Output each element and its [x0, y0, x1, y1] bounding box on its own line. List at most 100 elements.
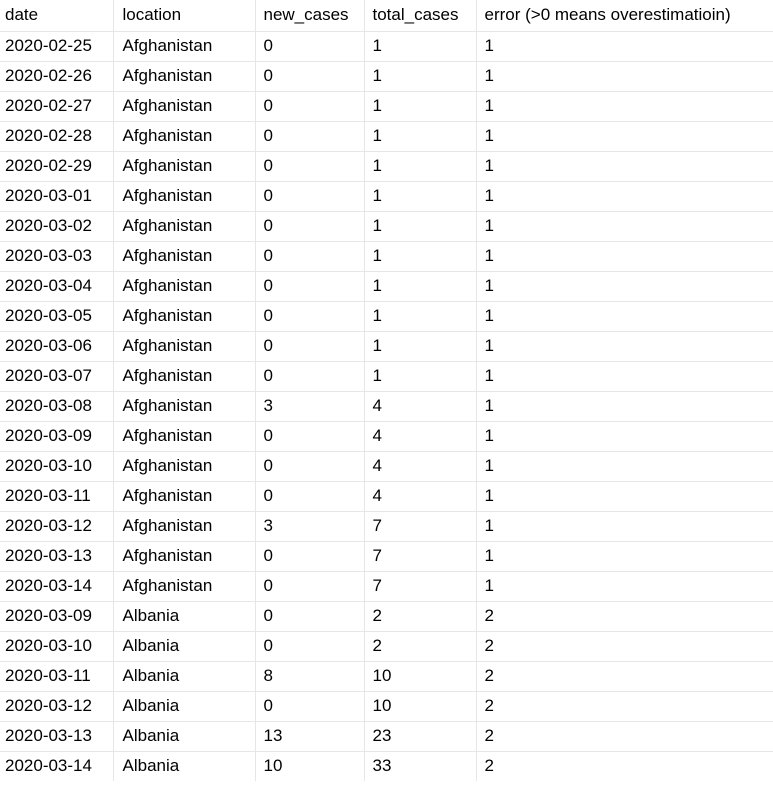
table-row[interactable]: 2020-03-11 Afghanistan 0 4 1: [0, 481, 773, 512]
cell-date[interactable]: 2020-03-14: [0, 751, 114, 781]
column-header-location[interactable]: location: [113, 0, 256, 32]
cell-date[interactable]: 2020-03-04: [0, 271, 114, 302]
cell-total-cases[interactable]: 1: [364, 151, 477, 182]
cell-location[interactable]: Afghanistan: [113, 541, 256, 572]
cell-new-cases[interactable]: 0: [255, 571, 365, 602]
cell-date[interactable]: 2020-03-14: [0, 571, 114, 602]
table-row[interactable]: 2020-03-09 Albania 0 2 2: [0, 601, 773, 632]
cell-date[interactable]: 2020-03-11: [0, 661, 114, 692]
cell-date[interactable]: 2020-03-01: [0, 181, 114, 212]
cell-error[interactable]: 2: [476, 601, 773, 632]
cell-date[interactable]: 2020-02-29: [0, 151, 114, 182]
cell-location[interactable]: Afghanistan: [113, 241, 256, 272]
cell-new-cases[interactable]: 3: [255, 391, 365, 422]
cell-location[interactable]: Afghanistan: [113, 211, 256, 242]
cell-new-cases[interactable]: 0: [255, 331, 365, 362]
cell-total-cases[interactable]: 1: [364, 181, 477, 212]
cell-date[interactable]: 2020-03-10: [0, 451, 114, 482]
cell-total-cases[interactable]: 4: [364, 481, 477, 512]
cell-total-cases[interactable]: 10: [364, 691, 477, 722]
cell-date[interactable]: 2020-03-11: [0, 481, 114, 512]
cell-date[interactable]: 2020-03-09: [0, 421, 114, 452]
cell-date[interactable]: 2020-03-08: [0, 391, 114, 422]
cell-location[interactable]: Afghanistan: [113, 61, 256, 92]
cell-total-cases[interactable]: 10: [364, 661, 477, 692]
cell-location[interactable]: Afghanistan: [113, 421, 256, 452]
cell-error[interactable]: 2: [476, 631, 773, 662]
cell-error[interactable]: 1: [476, 181, 773, 212]
cell-new-cases[interactable]: 0: [255, 631, 365, 662]
cell-total-cases[interactable]: 1: [364, 331, 477, 362]
cell-total-cases[interactable]: 1: [364, 121, 477, 152]
table-row[interactable]: 2020-03-02 Afghanistan 0 1 1: [0, 211, 773, 242]
cell-location[interactable]: Albania: [113, 691, 256, 722]
cell-error[interactable]: 1: [476, 211, 773, 242]
cell-total-cases[interactable]: 23: [364, 721, 477, 752]
cell-location[interactable]: Afghanistan: [113, 151, 256, 182]
cell-new-cases[interactable]: 0: [255, 271, 365, 302]
table-row[interactable]: 2020-03-13 Afghanistan 0 7 1: [0, 541, 773, 572]
cell-error[interactable]: 1: [476, 571, 773, 602]
cell-error[interactable]: 1: [476, 451, 773, 482]
cell-new-cases[interactable]: 0: [255, 541, 365, 572]
table-row[interactable]: 2020-02-27 Afghanistan 0 1 1: [0, 91, 773, 122]
cell-error[interactable]: 1: [476, 121, 773, 152]
table-row[interactable]: 2020-03-13 Albania 13 23 2: [0, 721, 773, 752]
cell-error[interactable]: 2: [484, 756, 494, 776]
cell-total-cases[interactable]: 1: [364, 31, 477, 62]
cell-error[interactable]: 1: [476, 301, 773, 332]
cell-date[interactable]: 2020-03-10: [0, 631, 114, 662]
cell-date[interactable]: 2020-03-12: [0, 511, 114, 542]
cell-new-cases[interactable]: 13: [255, 721, 365, 752]
table-row[interactable]: 2020-03-04 Afghanistan 0 1 1: [0, 271, 773, 302]
cell-location[interactable]: Afghanistan: [113, 571, 256, 602]
cell-location[interactable]: Afghanistan: [113, 451, 256, 482]
cell-date[interactable]: 2020-02-25: [0, 31, 114, 62]
cell-total-cases[interactable]: 33: [364, 751, 477, 781]
cell-new-cases[interactable]: 0: [255, 211, 365, 242]
cell-date[interactable]: 2020-02-28: [0, 121, 114, 152]
table-row[interactable]: 2020-03-10 Albania 0 2 2: [0, 631, 773, 662]
cell-location[interactable]: Afghanistan: [113, 301, 256, 332]
cell-error[interactable]: 2: [476, 721, 773, 752]
cell-total-cases[interactable]: 1: [364, 241, 477, 272]
cell-error[interactable]: 1: [476, 241, 773, 272]
table-row[interactable]: 2020-03-09 Afghanistan 0 4 1: [0, 421, 773, 452]
cell-new-cases[interactable]: 0: [255, 691, 365, 722]
cell-total-cases[interactable]: 1: [364, 61, 477, 92]
cell-total-cases[interactable]: 4: [364, 451, 477, 482]
cell-error[interactable]: 1: [476, 541, 773, 572]
cell-location[interactable]: Afghanistan: [113, 481, 256, 512]
cell-new-cases[interactable]: 8: [255, 661, 365, 692]
cell-new-cases[interactable]: 0: [255, 601, 365, 632]
cell-total-cases[interactable]: 2: [364, 631, 477, 662]
column-header-total-cases[interactable]: total_cases: [364, 0, 477, 32]
cell-date[interactable]: 2020-03-09: [0, 601, 114, 632]
cell-location[interactable]: Albania: [113, 751, 256, 781]
table-row[interactable]: 2020-03-06 Afghanistan 0 1 1: [0, 331, 773, 362]
table-row[interactable]: 2020-03-07 Afghanistan 0 1 1: [0, 361, 773, 392]
cell-error[interactable]: 1: [476, 91, 773, 122]
cell-location[interactable]: Afghanistan: [113, 361, 256, 392]
column-header-date[interactable]: date: [0, 0, 114, 32]
cell-total-cases[interactable]: 1: [364, 361, 477, 392]
cell-date[interactable]: 2020-03-12: [0, 691, 114, 722]
cell-new-cases[interactable]: 10: [255, 751, 365, 781]
table-row[interactable]: 2020-02-26 Afghanistan 0 1 1: [0, 61, 773, 92]
cell-new-cases[interactable]: 0: [255, 301, 365, 332]
cell-location[interactable]: Afghanistan: [113, 271, 256, 302]
cell-new-cases[interactable]: 0: [255, 181, 365, 212]
cell-new-cases[interactable]: 0: [255, 121, 365, 152]
table-row[interactable]: 2020-03-05 Afghanistan 0 1 1: [0, 301, 773, 332]
cell-error[interactable]: 1: [476, 31, 773, 62]
table-row[interactable]: 2020-02-29 Afghanistan 0 1 1: [0, 151, 773, 182]
table-row[interactable]: 2020-03-01 Afghanistan 0 1 1: [0, 181, 773, 212]
cell-total-cases[interactable]: 7: [364, 571, 477, 602]
cell-date[interactable]: 2020-03-07: [0, 361, 114, 392]
cell-total-cases[interactable]: 4: [364, 391, 477, 422]
cell-total-cases[interactable]: 4: [364, 421, 477, 452]
cell-total-cases[interactable]: 7: [364, 541, 477, 572]
cell-new-cases[interactable]: 3: [255, 511, 365, 542]
cell-total-cases[interactable]: 1: [364, 91, 477, 122]
column-header-error[interactable]: error (>0 means overestimatioin): [476, 0, 773, 32]
